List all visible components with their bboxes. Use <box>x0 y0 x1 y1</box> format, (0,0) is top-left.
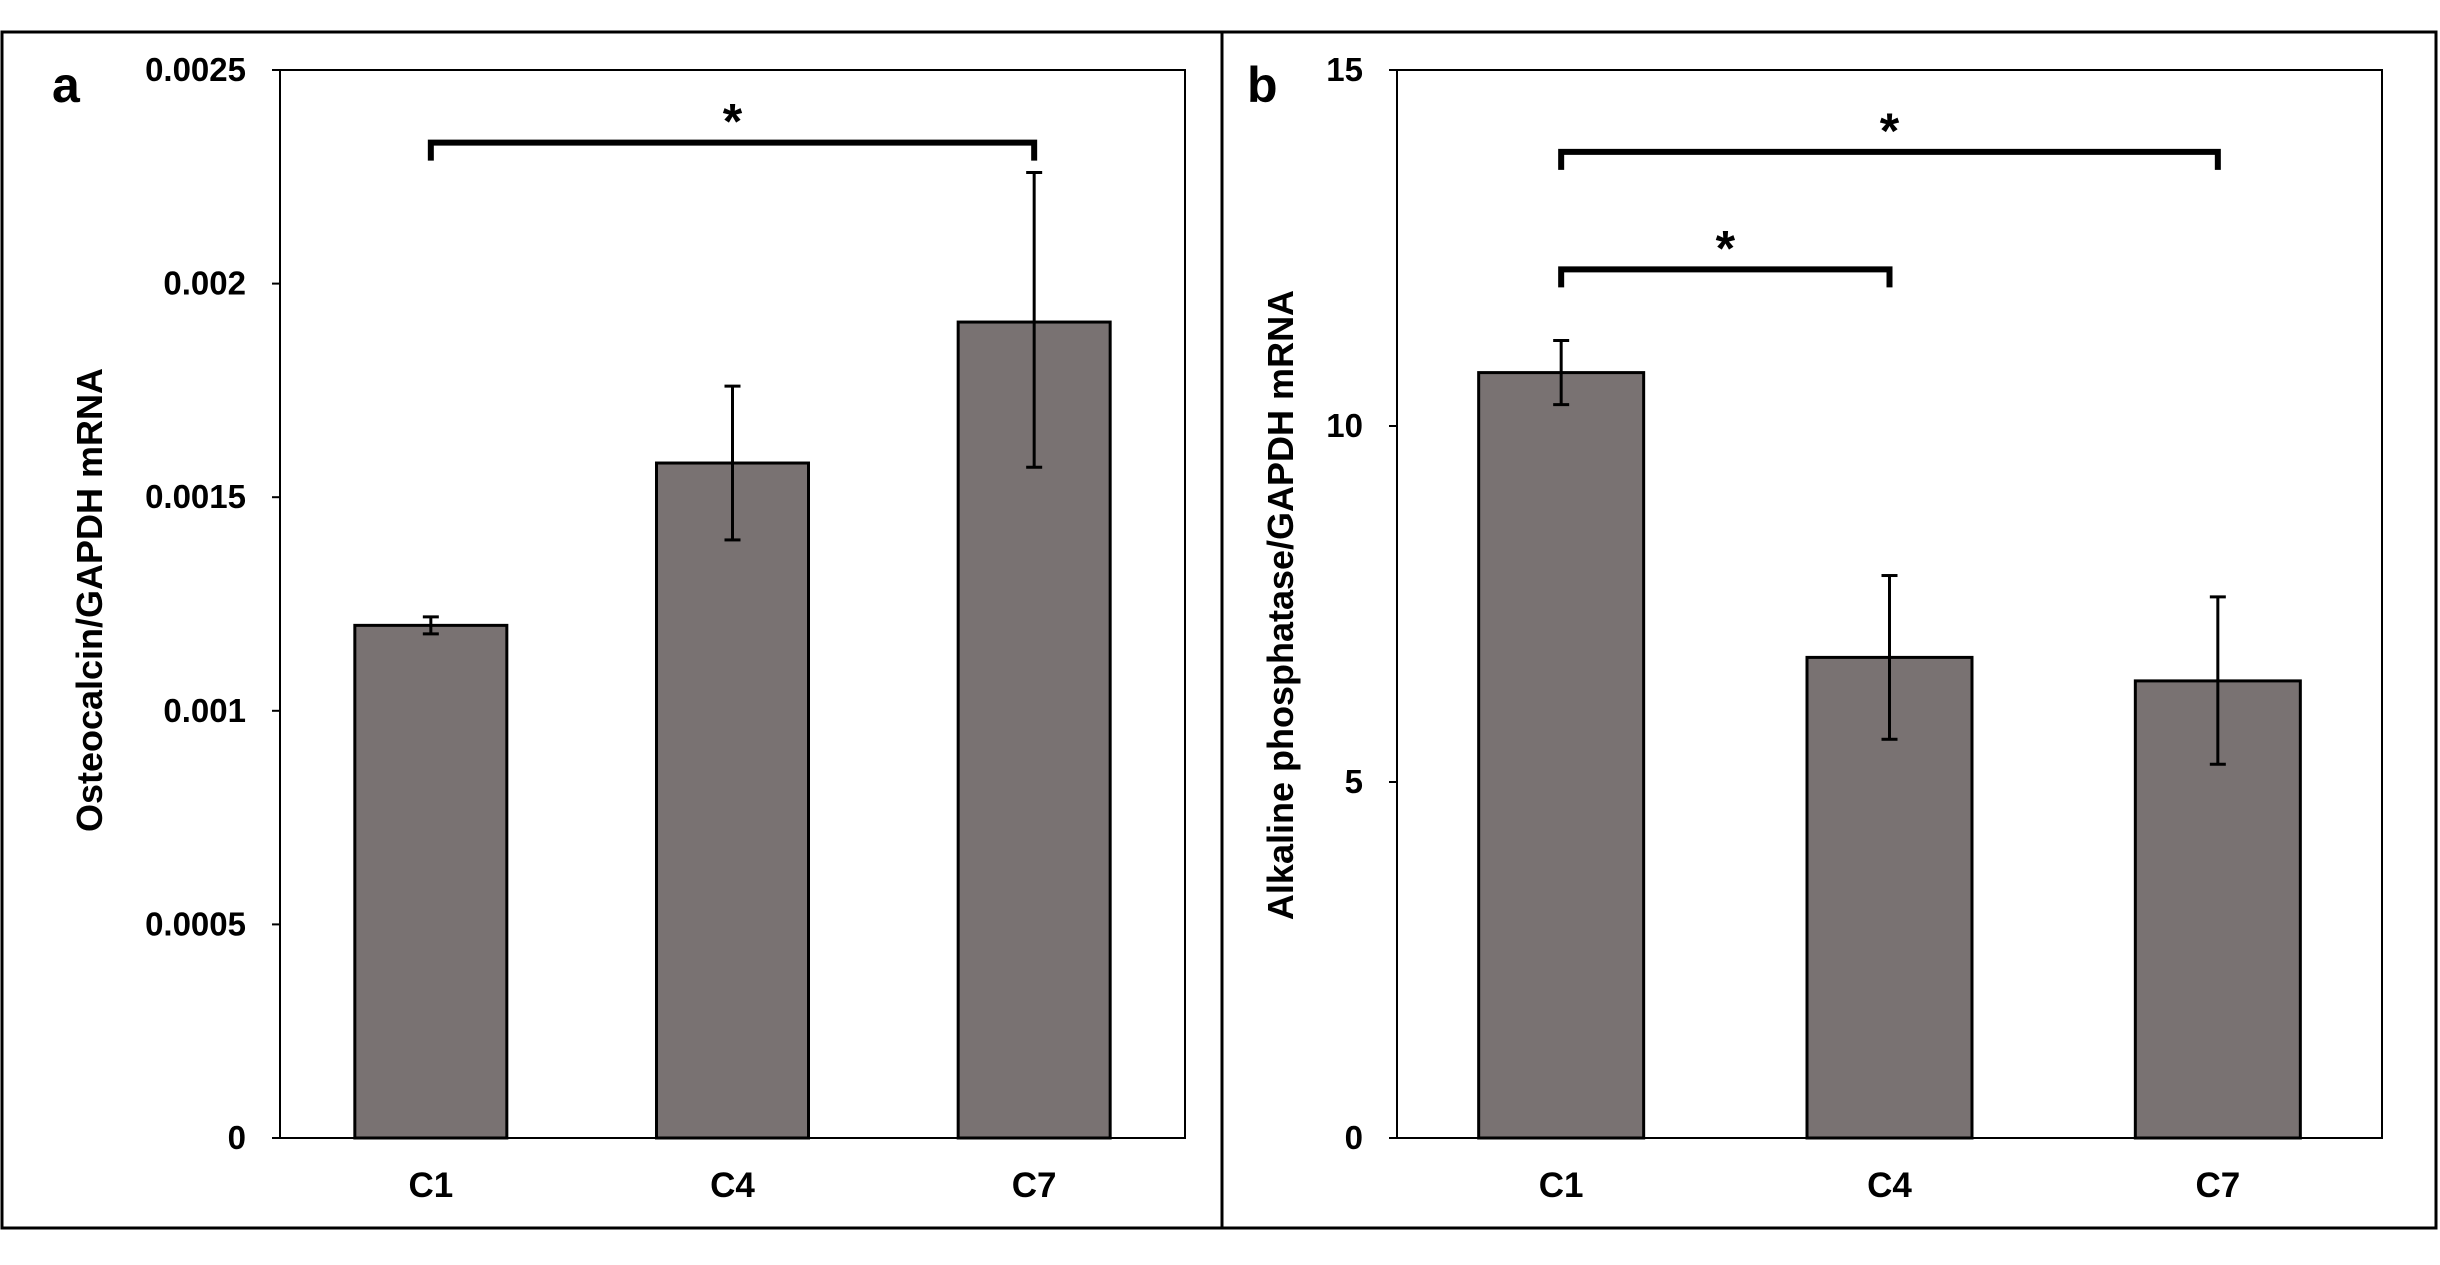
panel-a-bar-c4 <box>655 461 810 1140</box>
panel-a-y-tick-label: 0.0005 <box>145 905 246 942</box>
panel-b-significance-star: * <box>1716 220 1736 276</box>
panel-b-y-tick-label: 0 <box>1345 1119 1363 1156</box>
panel-b-y-tick-label: 5 <box>1345 763 1363 800</box>
panel-b-bar-c1 <box>1477 371 1646 1140</box>
panel-b-significance-star: * <box>1880 103 1900 159</box>
panel-a: a Osteocalcin/GAPDH mRNA 0 0.0005 0.001 0.0… <box>52 51 1186 1205</box>
panel-a-y-axis-label: Osteocalcin/GAPDH mRNA <box>69 368 110 832</box>
panel-a-category-label-c7: C7 <box>1012 1166 1057 1205</box>
panel-a-bar-c1 <box>353 623 509 1140</box>
panel-a-y-tick-label: 0.001 <box>163 692 246 729</box>
panel-b-category-label-c4: C4 <box>1867 1166 1912 1205</box>
panel-a-y-tick-label: 0.0015 <box>145 478 246 515</box>
panel-b-category-label-c7: C7 <box>2195 1166 2240 1205</box>
panel-a-y-tick-label: 0 <box>228 1119 246 1156</box>
panel-b: b Alkaline phosphatase/GAPDH mRNA 0 5 10 15… <box>1247 51 2383 1205</box>
panel-a-category-label-c4: C4 <box>710 1166 755 1205</box>
panel-b-y-tick-label: 15 <box>1326 51 1363 88</box>
panel-a-significance-star: * <box>723 94 743 150</box>
panel-b-significance-bracket <box>1558 148 2221 170</box>
panel-b-y-tick-label: 10 <box>1326 407 1363 444</box>
panel-a-significance-bracket <box>427 139 1038 161</box>
panel-b-letter: b <box>1247 57 1278 113</box>
panel-b-frame <box>1220 30 2438 1230</box>
panel-a-category-label-c1: C1 <box>408 1166 453 1205</box>
panel-b-y-axis-label: Alkaline phosphatase/GAPDH mRNA <box>1260 290 1301 920</box>
panel-b-category-label-c1: C1 <box>1539 1166 1584 1205</box>
panel-b-significance-bracket <box>1558 266 1893 288</box>
panel-a-y-tick-label: 0.002 <box>163 265 246 302</box>
panel-a-letter: a <box>52 57 81 113</box>
panel-a-y-tick-label: 0.0025 <box>145 51 246 88</box>
